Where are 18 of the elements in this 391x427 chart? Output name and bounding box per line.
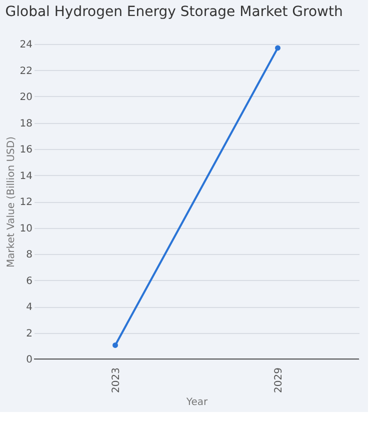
y-tick-label: 2 (26, 328, 32, 340)
y-tick-label: 4 (26, 302, 32, 313)
y-tick-label: 20 (20, 92, 32, 103)
x-tick-label: 2029 (273, 368, 284, 393)
y-tick-label: 8 (26, 250, 32, 260)
y-tick-label: 18 (20, 118, 32, 130)
y-tick-label: 14 (20, 170, 32, 182)
y-tick-label: 0 (26, 354, 32, 366)
y-tick-label: 12 (20, 197, 32, 208)
chart-title: Global Hydrogen Energy Storage Market Growth (5, 4, 343, 20)
x-tick-label: 2023 (110, 368, 122, 393)
y-tick-label: 10 (20, 223, 32, 234)
y-tick-label: 16 (20, 144, 32, 156)
y-tick-label: 6 (26, 276, 32, 287)
y-tick-label: 24 (20, 40, 32, 50)
x-axis-title: Year (185, 396, 208, 408)
y-axis-title: Market Value (Billion USD) (6, 136, 17, 268)
y-tick-label: 22 (20, 66, 32, 77)
